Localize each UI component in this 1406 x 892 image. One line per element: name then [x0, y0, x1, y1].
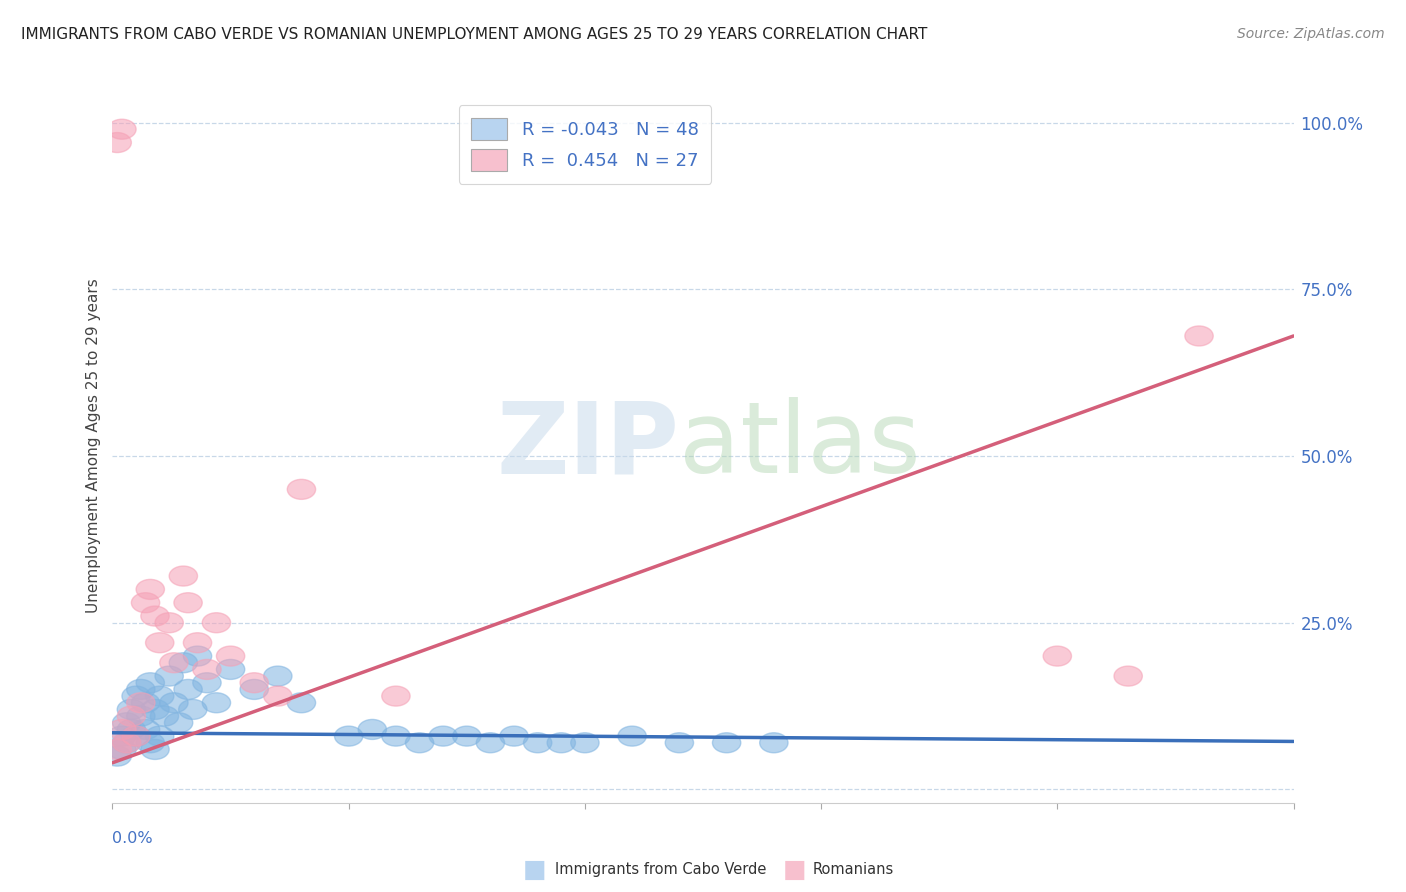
Ellipse shape [665, 732, 693, 753]
Ellipse shape [117, 699, 146, 720]
Ellipse shape [136, 732, 165, 753]
Ellipse shape [146, 726, 174, 746]
Ellipse shape [112, 732, 141, 753]
Ellipse shape [429, 726, 457, 746]
Ellipse shape [146, 686, 174, 706]
Ellipse shape [122, 726, 150, 746]
Ellipse shape [571, 732, 599, 753]
Ellipse shape [193, 659, 221, 680]
Ellipse shape [174, 592, 202, 613]
Ellipse shape [150, 706, 179, 726]
Ellipse shape [131, 693, 160, 713]
Text: ■: ■ [783, 858, 806, 881]
Ellipse shape [141, 699, 169, 720]
Ellipse shape [619, 726, 647, 746]
Ellipse shape [287, 479, 315, 500]
Ellipse shape [155, 613, 183, 632]
Ellipse shape [169, 566, 197, 586]
Ellipse shape [405, 732, 433, 753]
Ellipse shape [108, 120, 136, 139]
Ellipse shape [264, 686, 292, 706]
Ellipse shape [477, 732, 505, 753]
Ellipse shape [1114, 666, 1142, 686]
Ellipse shape [112, 732, 141, 753]
Ellipse shape [108, 726, 136, 746]
Text: Immigrants from Cabo Verde: Immigrants from Cabo Verde [555, 863, 766, 877]
Ellipse shape [108, 720, 136, 739]
Ellipse shape [160, 693, 188, 713]
Ellipse shape [217, 646, 245, 666]
Ellipse shape [202, 693, 231, 713]
Ellipse shape [264, 666, 292, 686]
Ellipse shape [136, 673, 165, 693]
Ellipse shape [103, 133, 131, 153]
Ellipse shape [179, 699, 207, 720]
Text: IMMIGRANTS FROM CABO VERDE VS ROMANIAN UNEMPLOYMENT AMONG AGES 25 TO 29 YEARS CO: IMMIGRANTS FROM CABO VERDE VS ROMANIAN U… [21, 27, 928, 42]
Ellipse shape [1185, 326, 1213, 346]
Ellipse shape [103, 739, 131, 759]
Ellipse shape [108, 739, 136, 759]
Ellipse shape [547, 732, 575, 753]
Ellipse shape [287, 693, 315, 713]
Ellipse shape [183, 632, 212, 653]
Ellipse shape [193, 673, 221, 693]
Ellipse shape [1043, 646, 1071, 666]
Legend: R = -0.043   N = 48, R =  0.454   N = 27: R = -0.043 N = 48, R = 0.454 N = 27 [458, 105, 711, 184]
Text: Source: ZipAtlas.com: Source: ZipAtlas.com [1237, 27, 1385, 41]
Ellipse shape [155, 666, 183, 686]
Ellipse shape [127, 680, 155, 699]
Ellipse shape [122, 726, 150, 746]
Ellipse shape [217, 659, 245, 680]
Ellipse shape [382, 726, 411, 746]
Text: 0.0%: 0.0% [112, 831, 153, 847]
Text: Romanians: Romanians [813, 863, 894, 877]
Ellipse shape [335, 726, 363, 746]
Ellipse shape [523, 732, 551, 753]
Ellipse shape [131, 720, 160, 739]
Ellipse shape [240, 673, 269, 693]
Ellipse shape [146, 632, 174, 653]
Text: ZIP: ZIP [496, 398, 679, 494]
Ellipse shape [136, 580, 165, 599]
Ellipse shape [122, 686, 150, 706]
Ellipse shape [169, 653, 197, 673]
Ellipse shape [141, 606, 169, 626]
Ellipse shape [131, 592, 160, 613]
Ellipse shape [202, 613, 231, 632]
Text: ■: ■ [523, 858, 546, 881]
Ellipse shape [713, 732, 741, 753]
Ellipse shape [117, 720, 146, 739]
Ellipse shape [127, 693, 155, 713]
Ellipse shape [117, 706, 146, 726]
Ellipse shape [160, 653, 188, 673]
Ellipse shape [127, 706, 155, 726]
Ellipse shape [141, 739, 169, 759]
Ellipse shape [359, 720, 387, 739]
Ellipse shape [453, 726, 481, 746]
Text: atlas: atlas [679, 398, 921, 494]
Ellipse shape [103, 746, 131, 766]
Y-axis label: Unemployment Among Ages 25 to 29 years: Unemployment Among Ages 25 to 29 years [86, 278, 101, 614]
Ellipse shape [382, 686, 411, 706]
Ellipse shape [112, 713, 141, 732]
Ellipse shape [240, 680, 269, 699]
Ellipse shape [759, 732, 787, 753]
Ellipse shape [183, 646, 212, 666]
Ellipse shape [174, 680, 202, 699]
Ellipse shape [501, 726, 529, 746]
Ellipse shape [165, 713, 193, 732]
